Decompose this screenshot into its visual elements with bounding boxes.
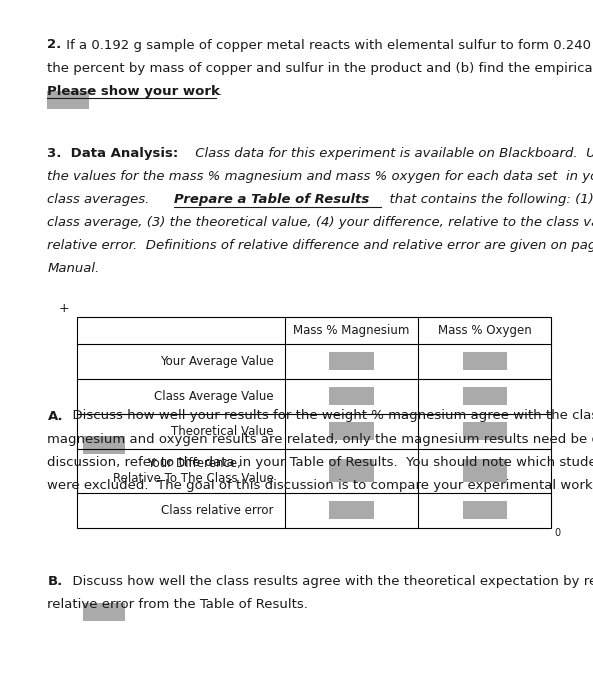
Text: Mass % Oxygen: Mass % Oxygen <box>438 324 532 337</box>
Text: that contains the following: (1) your average value, (2) the: that contains the following: (1) your av… <box>381 193 593 206</box>
Text: Prepare a Table of Results: Prepare a Table of Results <box>174 193 369 206</box>
Text: .: . <box>218 85 222 98</box>
Text: relative error from the Table of Results.: relative error from the Table of Results… <box>47 598 308 612</box>
Text: magnesium and oxygen results are related, only the magnesium results need be dis: magnesium and oxygen results are related… <box>47 433 593 446</box>
FancyBboxPatch shape <box>463 387 507 405</box>
Text: were excluded.  The goal of this discussion is to compare your experimental work: were excluded. The goal of this discussi… <box>47 479 593 492</box>
FancyBboxPatch shape <box>47 91 89 108</box>
FancyBboxPatch shape <box>83 436 125 454</box>
FancyBboxPatch shape <box>329 422 374 440</box>
Text: 0: 0 <box>554 528 560 538</box>
Text: 2.: 2. <box>47 38 62 52</box>
Text: 3.  Data Analysis:: 3. Data Analysis: <box>47 147 178 160</box>
Text: Class Average Value: Class Average Value <box>154 390 274 402</box>
Text: Class data for this experiment is available on Blackboard.  Use Excel to determi: Class data for this experiment is availa… <box>191 147 593 160</box>
Text: discussion, refer to the data in your Table of Results.  You should note which s: discussion, refer to the data in your Ta… <box>47 456 593 469</box>
Text: Your Average Value: Your Average Value <box>160 355 274 368</box>
Text: Mass % Magnesium: Mass % Magnesium <box>293 324 410 337</box>
Text: the values for the mass % magnesium and mass % oxygen for each data set  in your: the values for the mass % magnesium and … <box>47 170 593 183</box>
Text: Theoretical Value: Theoretical Value <box>171 425 274 438</box>
Text: class average, (3) the theoretical value, (4) your difference, relative to the c: class average, (3) the theoretical value… <box>47 216 593 230</box>
FancyBboxPatch shape <box>329 501 374 519</box>
Text: Manual.: Manual. <box>47 262 100 276</box>
Text: the percent by mass of copper and sulfur in the product and (b) find the empiric: the percent by mass of copper and sulfur… <box>47 62 593 75</box>
Text: Please show your work: Please show your work <box>47 85 221 98</box>
FancyBboxPatch shape <box>463 459 507 482</box>
FancyBboxPatch shape <box>463 422 507 440</box>
FancyBboxPatch shape <box>329 387 374 405</box>
Text: relative error.  Definitions of relative difference and relative error are given: relative error. Definitions of relative … <box>47 239 593 253</box>
FancyBboxPatch shape <box>463 501 507 519</box>
FancyBboxPatch shape <box>83 603 125 621</box>
FancyBboxPatch shape <box>77 317 551 528</box>
FancyBboxPatch shape <box>329 352 374 370</box>
Text: Your Difference,
Relative To The Class Value: Your Difference, Relative To The Class V… <box>113 457 274 484</box>
Text: If a 0.192 g sample of copper metal reacts with elemental sulfur to form 0.240 g: If a 0.192 g sample of copper metal reac… <box>62 38 593 52</box>
Text: Discuss how well the class results agree with the theoretical expectation by ref: Discuss how well the class results agree… <box>64 575 593 589</box>
FancyBboxPatch shape <box>463 352 507 370</box>
Text: B.: B. <box>47 575 63 589</box>
Text: Discuss how well your results for the weight % magnesium agree with the class re: Discuss how well your results for the we… <box>64 410 593 423</box>
Text: +: + <box>59 302 69 315</box>
Text: A.: A. <box>47 410 63 423</box>
Text: Class relative error: Class relative error <box>161 504 274 517</box>
Text: class averages.: class averages. <box>47 193 158 206</box>
FancyBboxPatch shape <box>329 459 374 482</box>
